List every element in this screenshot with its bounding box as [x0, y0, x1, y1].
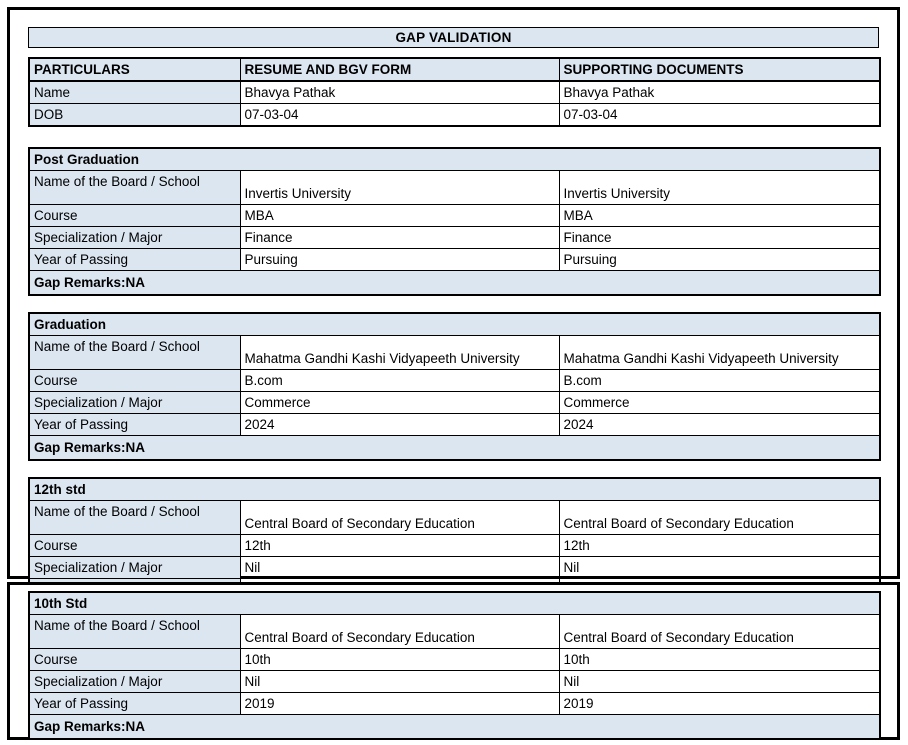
supporting-value-cell: Commerce [558, 391, 881, 414]
table-row: Year of Passing 2019 2019 [28, 692, 881, 715]
gap-remarks-row: Gap Remarks:NA [28, 270, 881, 296]
section-title: 12th std [28, 477, 881, 501]
table-row-name: Name Bhavya Pathak Bhavya Pathak [28, 80, 881, 104]
sheet-upper-box: GAP VALIDATION PARTICULARS RESUME AND BG… [7, 7, 900, 626]
supporting-value-cell: 07-03-04 [558, 103, 881, 127]
column-header-particulars: PARTICULARS [28, 57, 241, 82]
resume-value-cell: Nil [239, 556, 560, 579]
table-row-dob: DOB 07-03-04 07-03-04 [28, 103, 881, 127]
supporting-value-cell: 2019 [558, 692, 881, 715]
column-header-resume: RESUME AND BGV FORM [239, 57, 560, 82]
row-label-cell: Name of the Board / School [28, 335, 241, 370]
table-row: Name of the Board / School Invertis Univ… [28, 170, 881, 205]
row-label-cell: Specialization / Major [28, 556, 241, 579]
section-post-graduation: Post Graduation Name of the Board / Scho… [28, 147, 882, 296]
resume-value-cell: B.com [239, 369, 560, 392]
resume-value-cell: Commerce [239, 391, 560, 414]
table-row: Course 12th 12th [28, 534, 881, 557]
row-label-cell: DOB [28, 103, 241, 127]
gap-remarks-text: Gap Remarks:NA [28, 270, 881, 296]
resume-value-cell: Finance [239, 226, 560, 249]
row-label-cell: Specialization / Major [28, 670, 241, 693]
row-label-cell: Year of Passing [28, 248, 241, 271]
resume-value-cell: Central Board of Secondary Education [239, 614, 560, 649]
sheet-lower-box: 10th Std Name of the Board / School Cent… [7, 582, 900, 740]
supporting-value-cell: Pursuing [558, 248, 881, 271]
table-row: Specialization / Major Nil Nil [28, 556, 881, 579]
table-row: Year of Passing 2024 2024 [28, 413, 881, 436]
row-label-cell: Course [28, 648, 241, 671]
row-label-cell: Year of Passing [28, 692, 241, 715]
table-row: Year of Passing Pursuing Pursuing [28, 248, 881, 271]
resume-value-cell: Mahatma Gandhi Kashi Vidyapeeth Universi… [239, 335, 560, 370]
section-graduation: Graduation Name of the Board / School Ma… [28, 312, 882, 461]
supporting-value-cell: Central Board of Secondary Education [558, 500, 881, 535]
resume-value-cell: Nil [239, 670, 560, 693]
resume-value-cell: Pursuing [239, 248, 560, 271]
supporting-value-cell: Finance [558, 226, 881, 249]
supporting-value-cell: Invertis University [558, 170, 881, 205]
supporting-value-cell: 10th [558, 648, 881, 671]
table-row: Course B.com B.com [28, 369, 881, 392]
gap-remarks-text: Gap Remarks:NA [28, 714, 881, 740]
row-label-cell: Name of the Board / School [28, 500, 241, 535]
section-title: Graduation [28, 312, 881, 336]
row-label-cell: Name [28, 80, 241, 104]
row-label-cell: Name of the Board / School [28, 170, 241, 205]
table-row: Name of the Board / School Central Board… [28, 500, 881, 535]
row-label-cell: Course [28, 534, 241, 557]
resume-value-cell: Invertis University [239, 170, 560, 205]
resume-value-cell: 07-03-04 [239, 103, 560, 127]
gap-remarks-text: Gap Remarks:NA [28, 435, 881, 461]
row-label-cell: Name of the Board / School [28, 614, 241, 649]
table-row: Course MBA MBA [28, 204, 881, 227]
table-header-row: PARTICULARS RESUME AND BGV FORM SUPPORTI… [28, 57, 881, 82]
section-title: 10th Std [28, 591, 881, 615]
section-header-row: Graduation [28, 312, 881, 336]
resume-value-cell: 12th [239, 534, 560, 557]
particulars-table: PARTICULARS RESUME AND BGV FORM SUPPORTI… [28, 57, 881, 127]
table-row: Name of the Board / School Central Board… [28, 614, 881, 649]
column-header-supporting: SUPPORTING DOCUMENTS [558, 57, 881, 82]
gap-remarks-row: Gap Remarks:NA [28, 714, 881, 740]
row-label-cell: Course [28, 204, 241, 227]
resume-value-cell: 2019 [239, 692, 560, 715]
section-title: Post Graduation [28, 147, 881, 171]
supporting-value-cell: 2024 [558, 413, 881, 436]
section-header-row: 12th std [28, 477, 881, 501]
supporting-value-cell: MBA [558, 204, 881, 227]
gap-remarks-row: Gap Remarks:NA [28, 435, 881, 461]
section-header-row: Post Graduation [28, 147, 881, 171]
section-header-row: 10th Std [28, 591, 881, 615]
table-row: Specialization / Major Finance Finance [28, 226, 881, 249]
resume-value-cell: MBA [239, 204, 560, 227]
row-label-cell: Specialization / Major [28, 391, 241, 414]
table-row: Specialization / Major Nil Nil [28, 670, 881, 693]
row-label-cell: Course [28, 369, 241, 392]
supporting-value-cell: 12th [558, 534, 881, 557]
resume-value-cell: 10th [239, 648, 560, 671]
supporting-value-cell: Bhavya Pathak [558, 80, 881, 104]
table-row: Specialization / Major Commerce Commerce [28, 391, 881, 414]
section-10th-std: 10th Std Name of the Board / School Cent… [28, 591, 882, 740]
resume-value-cell: Central Board of Secondary Education [239, 500, 560, 535]
supporting-value-cell: Mahatma Gandhi Kashi Vidyapeeth Universi… [558, 335, 881, 370]
supporting-value-cell: Nil [558, 556, 881, 579]
row-label-cell: Specialization / Major [28, 226, 241, 249]
supporting-value-cell: B.com [558, 369, 881, 392]
resume-value-cell: 2024 [239, 413, 560, 436]
row-label-cell: Year of Passing [28, 413, 241, 436]
supporting-value-cell: Nil [558, 670, 881, 693]
table-row: Name of the Board / School Mahatma Gandh… [28, 335, 881, 370]
supporting-value-cell: Central Board of Secondary Education [558, 614, 881, 649]
table-row: Course 10th 10th [28, 648, 881, 671]
resume-value-cell: Bhavya Pathak [239, 80, 560, 104]
page-title: GAP VALIDATION [28, 27, 879, 48]
